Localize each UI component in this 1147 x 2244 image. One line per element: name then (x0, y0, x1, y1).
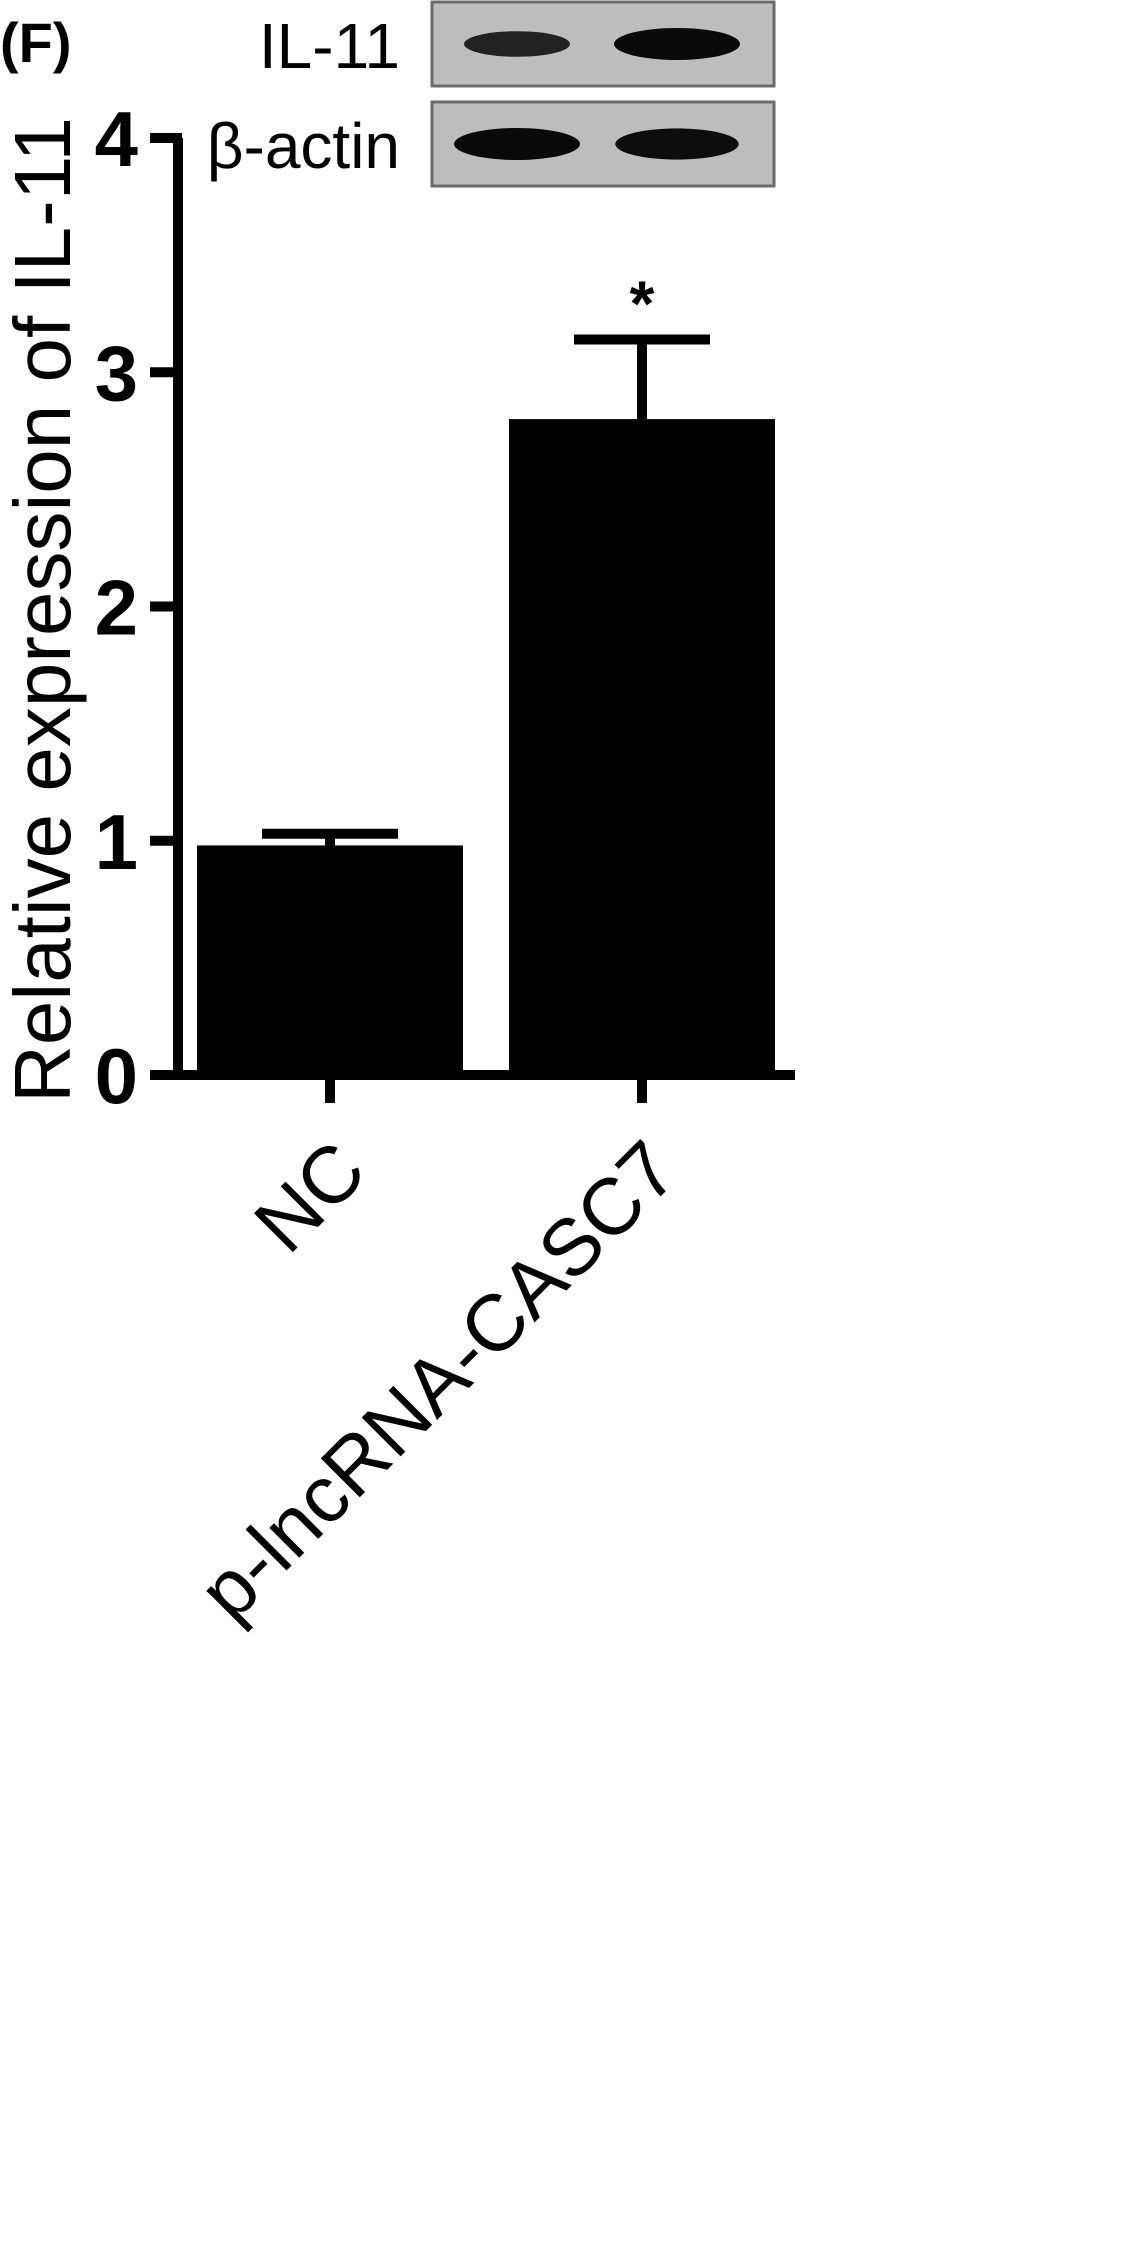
bar (197, 845, 463, 1075)
western-blot: IL-11 β-actin (207, 0, 776, 188)
blot-band (454, 128, 580, 160)
panel-label: (F) (0, 11, 72, 74)
y-axis: 0 1 2 3 4 (95, 95, 183, 1120)
y-tick-label: 1 (95, 798, 138, 886)
bar-series: * (197, 267, 775, 1076)
y-axis-label: Relative expression of IL-11 (0, 117, 87, 1103)
x-tick-label: NC (237, 1124, 382, 1269)
y-tick-label: 4 (95, 95, 138, 183)
bar (509, 419, 775, 1076)
y-tick-label: 3 (95, 329, 138, 417)
x-axis: NCp-lncRNA-CASC7 (174, 1070, 795, 1637)
significance-marker: * (630, 267, 655, 339)
blot-band (464, 31, 570, 57)
y-tick-label: 0 (95, 1032, 138, 1120)
blot-band (615, 128, 739, 160)
blot-row-label: β-actin (207, 110, 400, 182)
blot-band (614, 28, 740, 60)
y-tick-label: 2 (95, 564, 138, 652)
blot-row-label: IL-11 (259, 10, 400, 82)
